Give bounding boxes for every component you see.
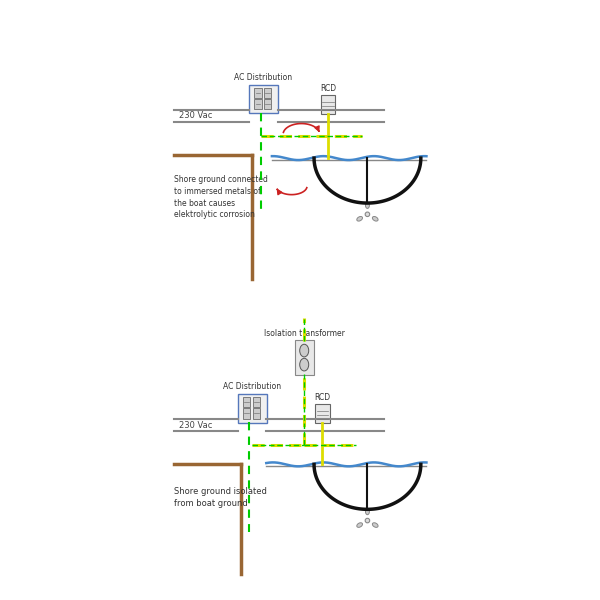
FancyBboxPatch shape (264, 88, 271, 98)
Ellipse shape (357, 523, 362, 527)
Circle shape (365, 518, 370, 523)
Ellipse shape (365, 508, 370, 515)
Text: RCD: RCD (314, 394, 331, 403)
FancyBboxPatch shape (253, 408, 260, 419)
FancyBboxPatch shape (254, 99, 262, 109)
FancyBboxPatch shape (316, 404, 329, 423)
FancyBboxPatch shape (321, 95, 335, 114)
Ellipse shape (373, 217, 378, 221)
Text: 230 Vac: 230 Vac (179, 421, 212, 430)
Text: Isolation transformer: Isolation transformer (264, 329, 344, 338)
FancyBboxPatch shape (238, 394, 266, 422)
Text: Shore ground isolated
from boat ground: Shore ground isolated from boat ground (173, 487, 266, 508)
FancyBboxPatch shape (249, 85, 278, 113)
Ellipse shape (357, 217, 362, 221)
Text: AC Distribution: AC Distribution (235, 73, 293, 82)
FancyBboxPatch shape (264, 99, 271, 109)
FancyBboxPatch shape (253, 397, 260, 407)
FancyBboxPatch shape (243, 408, 250, 419)
Text: RCD: RCD (320, 85, 336, 94)
Ellipse shape (300, 358, 309, 371)
Ellipse shape (373, 523, 378, 527)
Ellipse shape (365, 202, 370, 208)
Circle shape (365, 212, 370, 217)
FancyBboxPatch shape (254, 88, 262, 98)
Text: 230 Vac: 230 Vac (179, 112, 212, 121)
Text: Shore ground connected
to immersed metals of
the boat causes
elektrolytic corros: Shore ground connected to immersed metal… (173, 175, 268, 220)
Ellipse shape (300, 344, 309, 357)
FancyBboxPatch shape (243, 397, 250, 407)
FancyBboxPatch shape (295, 340, 314, 375)
Text: AC Distribution: AC Distribution (223, 382, 281, 391)
